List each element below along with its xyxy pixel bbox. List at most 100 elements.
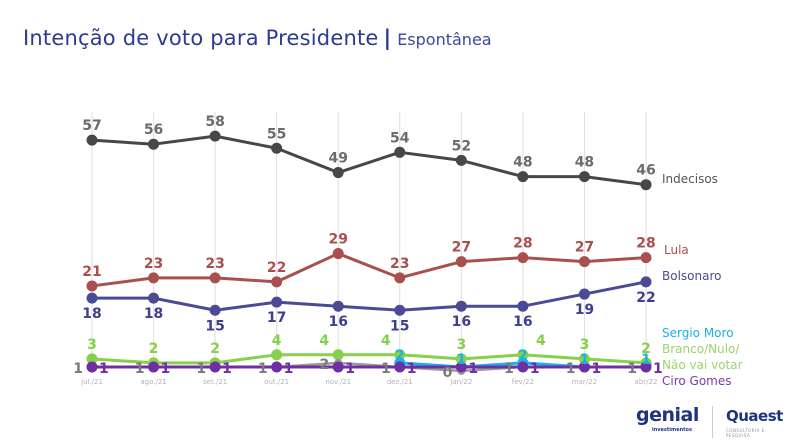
data-point — [578, 353, 590, 365]
data-point — [578, 171, 590, 183]
data-point — [86, 361, 98, 373]
x-tick-label: abr/22 — [635, 378, 658, 386]
data-point — [332, 361, 344, 373]
data-label: 48 — [513, 155, 532, 171]
data-label: 3 — [580, 337, 590, 353]
x-tick-label: jul./21 — [80, 378, 103, 386]
logo-divider — [712, 406, 713, 438]
data-label: 23 — [144, 256, 163, 272]
data-label: 1 — [468, 361, 478, 377]
data-point — [332, 248, 344, 260]
data-label: 16 — [452, 314, 471, 330]
data-label: 1 — [345, 361, 355, 377]
data-point — [271, 361, 283, 373]
data-label: 1 — [222, 361, 232, 377]
quaest-logo: Quaest — [726, 407, 783, 425]
data-point — [578, 361, 590, 373]
data-label: 16 — [513, 314, 532, 330]
data-point — [394, 349, 406, 361]
data-label: 1 — [407, 361, 417, 377]
data-point — [86, 353, 98, 365]
legend-label: Sergio Moro — [662, 326, 734, 340]
data-label: 2 — [518, 348, 528, 364]
data-label: 22 — [267, 260, 286, 276]
data-label: 22 — [636, 290, 655, 306]
legend-label: Bolsonaro — [662, 269, 721, 283]
data-point — [271, 296, 283, 308]
data-label: 3 — [87, 337, 97, 353]
data-label: 1 — [530, 361, 540, 377]
data-label: 15 — [205, 318, 224, 334]
data-label: 2 — [319, 357, 329, 373]
data-label: 17 — [267, 310, 286, 326]
data-point — [455, 361, 467, 373]
data-point — [271, 276, 283, 288]
data-point — [394, 146, 406, 158]
data-label: 1 — [566, 361, 576, 377]
x-tick-label: mar/22 — [572, 378, 597, 386]
data-label: 28 — [513, 236, 532, 252]
data-point — [148, 292, 160, 304]
title-subtitle: Espontânea — [397, 30, 492, 49]
data-label: 1 — [591, 361, 601, 377]
data-label: 1 — [580, 352, 590, 368]
data-label: 1 — [641, 352, 651, 368]
data-point — [578, 256, 590, 268]
data-point — [332, 167, 344, 179]
data-point — [394, 272, 406, 284]
title-main: Intenção de voto para Presidente — [23, 26, 379, 50]
data-label: 29 — [328, 232, 347, 248]
data-label: 1 — [135, 361, 145, 377]
data-point — [455, 353, 467, 365]
data-label: 15 — [390, 318, 409, 334]
quaest-logo-sub: CONSULTORIA E PESQUISA — [726, 428, 765, 438]
series-line-lula — [91, 252, 647, 288]
data-label: 27 — [575, 240, 594, 256]
data-point — [209, 272, 221, 284]
data-label: 57 — [82, 118, 101, 134]
data-point — [86, 134, 98, 146]
data-point — [332, 300, 344, 312]
data-point — [271, 142, 283, 154]
data-label: 1 — [381, 361, 391, 377]
logos: genial investimentos Quaest CONSULTORIA … — [632, 402, 783, 442]
line-chart: jul./21 ago./21 set./21 out./21 nov./21 dez./… — [73, 112, 743, 388]
data-point — [517, 171, 529, 183]
data-label: 1 — [627, 361, 637, 377]
data-label: 48 — [575, 155, 594, 171]
data-label: 3 — [456, 337, 466, 353]
data-label: 0 — [443, 365, 453, 381]
data-point — [86, 280, 98, 292]
data-label: 1 — [99, 361, 109, 377]
data-point — [517, 252, 529, 264]
data-label: 58 — [205, 114, 224, 130]
data-label: 27 — [452, 240, 471, 256]
series-line-indecisos — [91, 134, 647, 187]
genial-logo-sub: investimentos — [652, 427, 692, 433]
data-label: 1 — [653, 361, 663, 377]
data-label: 52 — [452, 138, 471, 154]
data-label: 23 — [205, 256, 224, 272]
legend-label: Lula — [664, 243, 689, 257]
x-tick-label: out./21 — [264, 378, 289, 386]
legend-label: Ciro Gomes — [662, 374, 732, 388]
data-point — [271, 349, 283, 361]
x-tick-label: jan/22 — [449, 378, 472, 386]
data-label: 54 — [390, 130, 410, 146]
data-label: 1 — [258, 361, 268, 377]
data-point — [148, 272, 160, 284]
data-point — [394, 304, 406, 316]
data-label: 18 — [82, 306, 101, 322]
x-tick-label: dez./21 — [387, 378, 413, 386]
data-label: 1 — [456, 352, 466, 368]
data-label: 2 — [210, 341, 220, 357]
data-label: 19 — [575, 302, 594, 318]
data-point — [640, 179, 652, 191]
data-label: 28 — [636, 236, 655, 252]
data-label: 1 — [504, 361, 514, 377]
data-label: 46 — [636, 163, 655, 179]
legend-label: Indecisos — [662, 172, 718, 186]
data-label: 4 — [319, 333, 329, 349]
data-point — [332, 349, 344, 361]
data-point — [517, 349, 529, 361]
